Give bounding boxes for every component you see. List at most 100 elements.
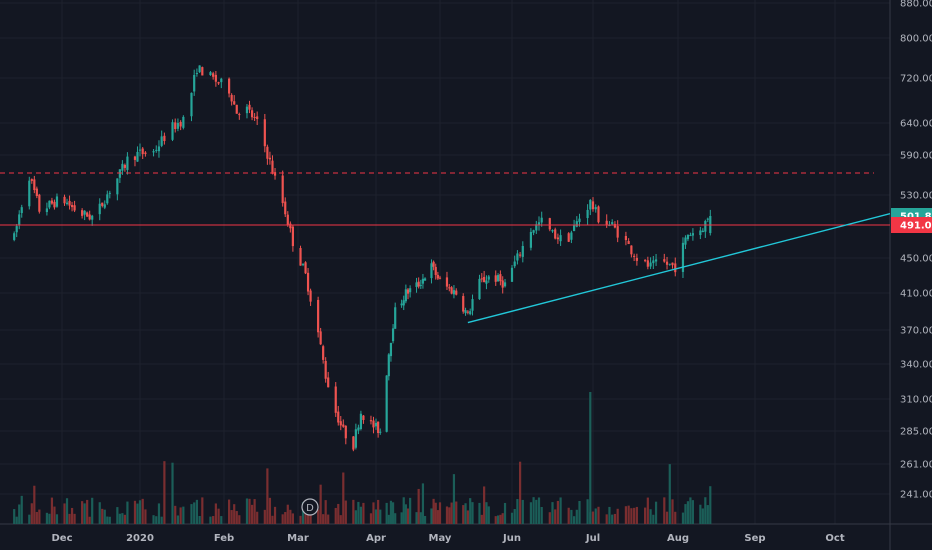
volume-bar	[471, 502, 474, 524]
volume-bar	[586, 499, 589, 524]
volume-bar	[271, 515, 274, 524]
volume-bar	[291, 513, 294, 524]
volume-bar	[126, 501, 129, 524]
candle-body	[589, 199, 592, 210]
time-tick-label: 2020	[126, 533, 154, 544]
volume-bar	[374, 509, 378, 524]
volume-bar	[28, 514, 31, 524]
volume-bar	[317, 509, 320, 524]
candle-body	[448, 287, 451, 289]
volume-bar	[63, 503, 66, 524]
volume-bar	[70, 507, 74, 524]
volume-bar	[406, 508, 410, 524]
candle-body	[319, 331, 322, 345]
volume-bar	[337, 503, 340, 524]
candle-body	[409, 288, 412, 293]
volume-bars	[13, 392, 712, 524]
candle-body	[121, 163, 124, 171]
candle-body	[357, 427, 360, 431]
volume-bar	[400, 512, 403, 524]
trendline[interactable]	[467, 212, 891, 324]
candle-body	[250, 110, 254, 118]
candle-body	[691, 233, 695, 236]
volume-bar	[573, 516, 576, 524]
volume-bar	[535, 499, 538, 524]
candle-body	[605, 220, 608, 225]
candle-body	[88, 214, 91, 220]
price-tick-label: 241.00	[900, 490, 932, 501]
candle-body	[106, 194, 109, 204]
volume-bar	[551, 502, 554, 524]
price-tick-label: 450.00	[900, 254, 932, 265]
candle-body	[483, 276, 486, 283]
volume-bar	[591, 511, 595, 524]
candle-body	[65, 202, 69, 204]
volume-bar	[575, 509, 578, 524]
dividend-marker[interactable]	[301, 498, 319, 516]
candle-body	[627, 240, 630, 245]
time-tick-label: Jun	[502, 533, 521, 544]
time-tick-label: Apr	[366, 533, 386, 544]
volume-bar	[13, 509, 16, 524]
volume-bar	[452, 474, 456, 524]
volume-bar	[485, 502, 488, 524]
candle-body	[235, 104, 238, 114]
volume-bar	[284, 512, 287, 524]
candle-body	[445, 277, 449, 287]
candle-body	[48, 200, 51, 208]
candle-body	[245, 106, 249, 114]
volume-bar	[654, 501, 658, 524]
volume-bar	[289, 509, 292, 524]
volume-bar	[570, 509, 573, 524]
time-tick-label: May	[429, 533, 452, 544]
candle-body	[291, 226, 294, 247]
volume-bar	[344, 500, 347, 524]
volume-bar	[301, 502, 305, 524]
candle-body	[63, 196, 66, 204]
volume-bar	[519, 461, 522, 524]
candle-body	[337, 411, 340, 423]
volume-bar	[385, 502, 388, 524]
volume-bar	[238, 515, 241, 524]
candle-body	[35, 188, 38, 197]
time-tick-label: Dec	[51, 533, 72, 544]
volume-bar	[299, 515, 302, 524]
candle-body	[20, 207, 23, 214]
price-axis[interactable]: 880.00 800.00 720.00 640.00 590.00 530.00 450.…	[891, 0, 932, 501]
line-price-label: 491.00	[900, 221, 932, 232]
candle-body	[432, 261, 435, 267]
candle-body	[339, 421, 342, 426]
time-tick-label: Jul	[585, 533, 600, 544]
candle-body	[548, 218, 551, 230]
volume-bar	[88, 516, 91, 524]
volume-bar	[646, 497, 649, 524]
candle-body	[434, 266, 437, 275]
candle-body	[404, 289, 407, 302]
candle-body	[220, 78, 223, 83]
candle-body	[624, 236, 628, 241]
volume-bar	[263, 509, 266, 524]
volume-bar	[133, 500, 137, 524]
candle-body	[616, 226, 619, 238]
volume-bar	[220, 516, 223, 524]
volume-bar	[55, 514, 59, 524]
candle-body	[271, 160, 274, 174]
volume-bar	[521, 499, 524, 524]
volume-bar	[434, 502, 437, 524]
volume-bar	[235, 511, 238, 524]
price-tick-label: 880.00	[900, 0, 932, 10]
time-axis[interactable]: Dec 2020 Feb Mar Apr May Jun Jul Aug Sep Oct	[51, 533, 844, 544]
candle-body	[406, 289, 410, 294]
volume-bar	[699, 504, 702, 524]
candle-body	[668, 263, 671, 265]
candle-body	[419, 284, 422, 286]
volume-bar	[73, 513, 76, 524]
volume-bar	[548, 512, 551, 524]
candle-body	[452, 290, 456, 295]
candle-body	[286, 214, 289, 226]
volume-bar	[98, 502, 101, 524]
candle-body	[193, 74, 196, 92]
candle-body	[551, 230, 554, 232]
volume-bar	[556, 500, 559, 524]
